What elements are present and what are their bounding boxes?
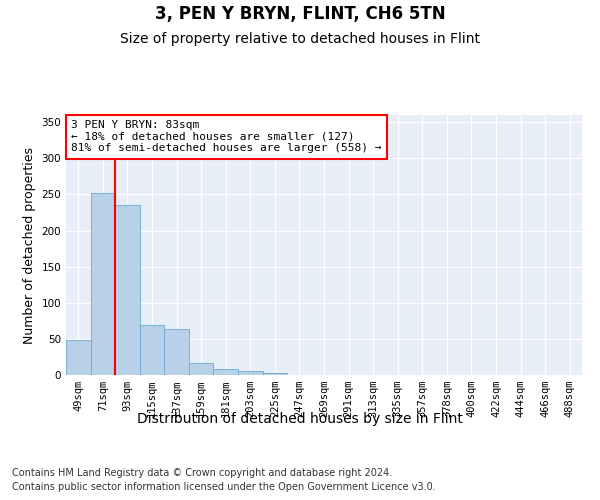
Text: Contains public sector information licensed under the Open Government Licence v3: Contains public sector information licen… <box>12 482 436 492</box>
Bar <box>91 193 115 375</box>
Text: 3, PEN Y BRYN, FLINT, CH6 5TN: 3, PEN Y BRYN, FLINT, CH6 5TN <box>155 5 445 23</box>
Bar <box>263 373 287 375</box>
Bar <box>66 340 91 375</box>
Text: Size of property relative to detached houses in Flint: Size of property relative to detached ho… <box>120 32 480 46</box>
Bar <box>214 368 238 375</box>
Bar <box>140 325 164 375</box>
Bar <box>115 204 140 375</box>
Text: 3 PEN Y BRYN: 83sqm
← 18% of detached houses are smaller (127)
81% of semi-detac: 3 PEN Y BRYN: 83sqm ← 18% of detached ho… <box>71 120 382 154</box>
Bar <box>238 372 263 375</box>
Text: Contains HM Land Registry data © Crown copyright and database right 2024.: Contains HM Land Registry data © Crown c… <box>12 468 392 477</box>
Bar <box>164 329 189 375</box>
Bar <box>189 364 214 375</box>
Y-axis label: Number of detached properties: Number of detached properties <box>23 146 36 344</box>
Text: Distribution of detached houses by size in Flint: Distribution of detached houses by size … <box>137 412 463 426</box>
